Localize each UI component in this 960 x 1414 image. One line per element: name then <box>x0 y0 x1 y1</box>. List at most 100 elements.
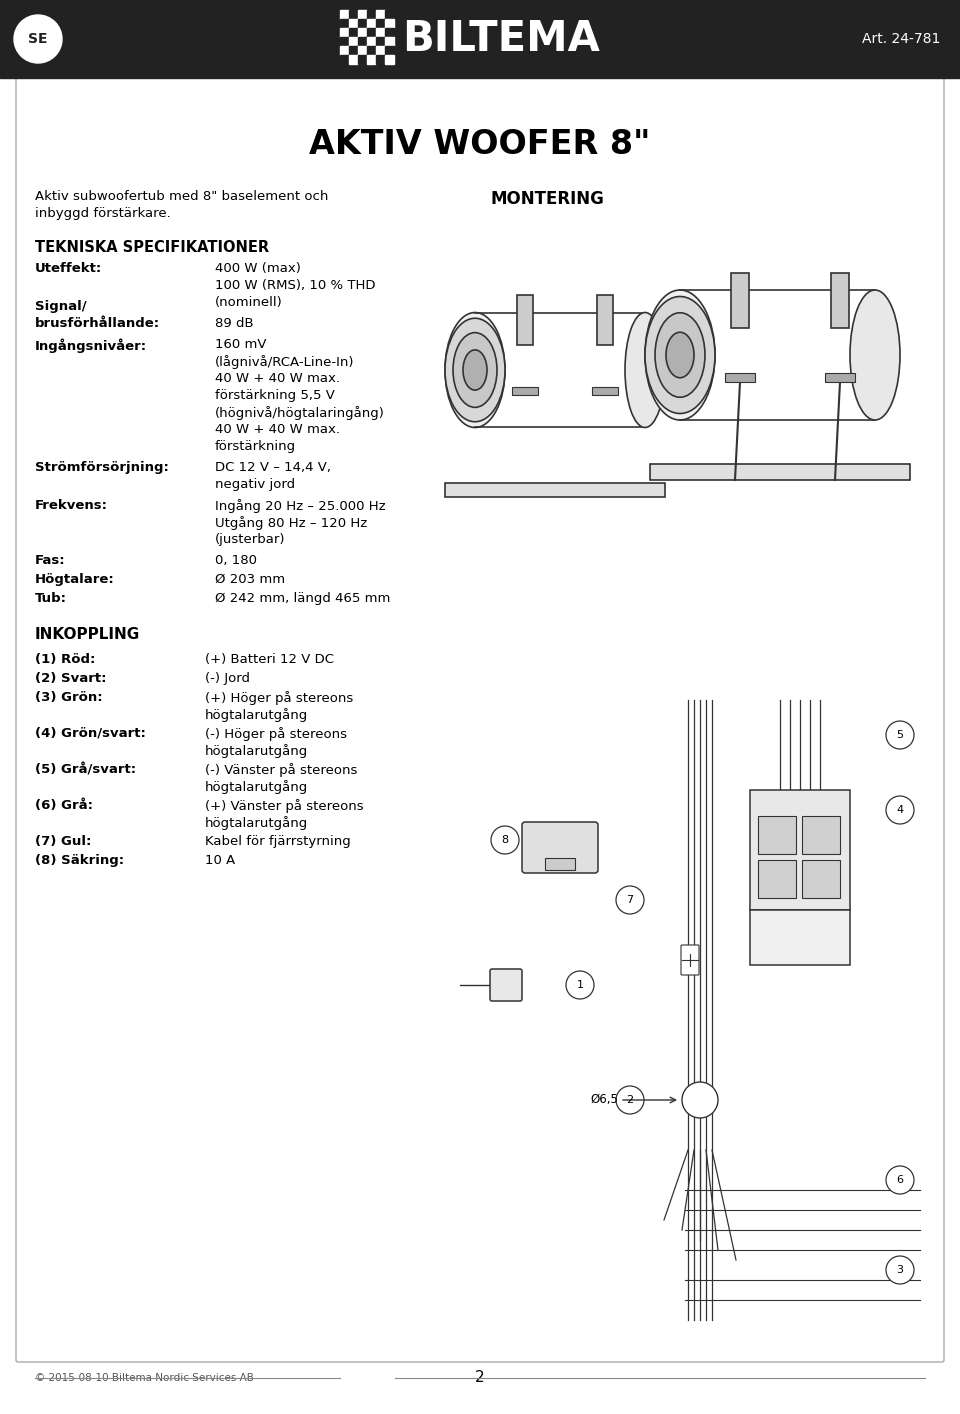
Bar <box>340 47 349 55</box>
Text: Strömförsörjning:: Strömförsörjning: <box>35 461 169 474</box>
Ellipse shape <box>645 290 715 420</box>
Text: Kabel för fjärrstyrning: Kabel för fjärrstyrning <box>205 836 350 848</box>
Bar <box>376 28 385 37</box>
Bar <box>475 312 645 427</box>
Text: AKTIV WOOFER 8": AKTIV WOOFER 8" <box>309 129 651 161</box>
Ellipse shape <box>850 290 900 420</box>
Ellipse shape <box>655 312 705 397</box>
Circle shape <box>886 721 914 749</box>
Text: (-) Höger på stereons: (-) Höger på stereons <box>205 727 347 741</box>
Bar <box>358 18 367 28</box>
Bar <box>367 28 376 37</box>
Bar <box>340 10 349 18</box>
Ellipse shape <box>445 318 505 421</box>
Bar <box>802 816 840 854</box>
Circle shape <box>491 826 519 854</box>
Bar <box>349 28 358 37</box>
Bar <box>340 18 349 28</box>
Ellipse shape <box>463 349 487 390</box>
Bar <box>385 37 394 47</box>
Bar <box>367 10 376 18</box>
Bar <box>385 55 394 64</box>
Bar <box>349 10 358 18</box>
Text: negativ jord: negativ jord <box>215 478 295 491</box>
Bar <box>376 37 385 47</box>
Bar <box>358 10 367 18</box>
Bar <box>802 860 840 898</box>
Circle shape <box>682 1082 718 1118</box>
Text: förstärkning 5,5 V: förstärkning 5,5 V <box>215 389 335 402</box>
FancyBboxPatch shape <box>490 969 522 1001</box>
Bar <box>825 373 855 382</box>
Text: Art. 24-781: Art. 24-781 <box>862 33 940 47</box>
Text: 2: 2 <box>627 1094 634 1104</box>
Text: (högnivå/högtalaringång): (högnivå/högtalaringång) <box>215 406 385 420</box>
Ellipse shape <box>666 332 694 378</box>
Circle shape <box>616 1086 644 1114</box>
Text: 160 mV: 160 mV <box>215 338 267 351</box>
Bar <box>376 47 385 55</box>
Text: (-) Jord: (-) Jord <box>205 672 250 684</box>
Bar <box>758 860 796 898</box>
Bar <box>349 55 358 64</box>
Bar <box>385 28 394 37</box>
Bar <box>358 28 367 37</box>
Text: 6: 6 <box>897 1175 903 1185</box>
Text: Ingång 20 Hz – 25.000 Hz: Ingång 20 Hz – 25.000 Hz <box>215 499 386 513</box>
Text: (nominell): (nominell) <box>215 296 283 310</box>
Text: Uteffekt:: Uteffekt: <box>35 262 103 274</box>
Text: Fas:: Fas: <box>35 554 65 567</box>
Text: (8) Säkring:: (8) Säkring: <box>35 854 124 867</box>
Circle shape <box>616 887 644 913</box>
Text: Ø 242 mm, längd 465 mm: Ø 242 mm, längd 465 mm <box>215 592 391 605</box>
Text: 3: 3 <box>897 1266 903 1275</box>
Text: (2) Svart:: (2) Svart: <box>35 672 107 684</box>
Ellipse shape <box>645 297 715 413</box>
Bar <box>358 55 367 64</box>
Bar <box>358 37 367 47</box>
Text: © 2015-08-10 Biltema Nordic Services AB: © 2015-08-10 Biltema Nordic Services AB <box>35 1373 253 1383</box>
Bar <box>592 387 618 395</box>
Bar <box>0 0 960 78</box>
Bar <box>517 296 533 345</box>
Bar <box>340 28 349 37</box>
Text: 8: 8 <box>501 836 509 846</box>
Bar <box>750 911 850 964</box>
Text: 7: 7 <box>627 895 634 905</box>
Bar <box>445 484 665 496</box>
Text: (7) Gul:: (7) Gul: <box>35 836 91 848</box>
Text: (4) Grön/svart:: (4) Grön/svart: <box>35 727 146 740</box>
Bar <box>376 18 385 28</box>
Text: inbyggd förstärkare.: inbyggd förstärkare. <box>35 206 171 221</box>
Bar <box>367 37 376 47</box>
Text: (+) Batteri 12 V DC: (+) Batteri 12 V DC <box>205 653 334 666</box>
Bar <box>340 37 349 47</box>
Text: 5: 5 <box>897 730 903 740</box>
Text: 4: 4 <box>897 805 903 814</box>
Ellipse shape <box>453 332 497 407</box>
Bar <box>340 55 349 64</box>
Text: Signal/: Signal/ <box>35 300 86 312</box>
Bar <box>349 47 358 55</box>
Bar <box>376 10 385 18</box>
Text: (-) Vänster på stereons: (-) Vänster på stereons <box>205 764 357 776</box>
Text: (lågnivå/RCA-Line-In): (lågnivå/RCA-Line-In) <box>215 355 354 369</box>
Circle shape <box>886 1167 914 1193</box>
Bar <box>597 296 613 345</box>
Ellipse shape <box>445 312 505 427</box>
Circle shape <box>566 971 594 1000</box>
Text: 89 dB: 89 dB <box>215 317 253 329</box>
Text: Frekvens:: Frekvens: <box>35 499 108 512</box>
Bar <box>758 816 796 854</box>
Text: 40 W + 40 W max.: 40 W + 40 W max. <box>215 372 340 385</box>
Text: (5) Grå/svart:: (5) Grå/svart: <box>35 764 136 776</box>
Bar <box>349 37 358 47</box>
Text: (1) Röd:: (1) Röd: <box>35 653 95 666</box>
Circle shape <box>14 16 62 64</box>
Text: 0, 180: 0, 180 <box>215 554 257 567</box>
Text: 400 W (max): 400 W (max) <box>215 262 300 274</box>
Text: Aktiv subwoofertub med 8" baselement och: Aktiv subwoofertub med 8" baselement och <box>35 189 328 204</box>
Bar <box>367 18 376 28</box>
Bar <box>650 464 910 479</box>
Text: (3) Grön:: (3) Grön: <box>35 691 103 704</box>
